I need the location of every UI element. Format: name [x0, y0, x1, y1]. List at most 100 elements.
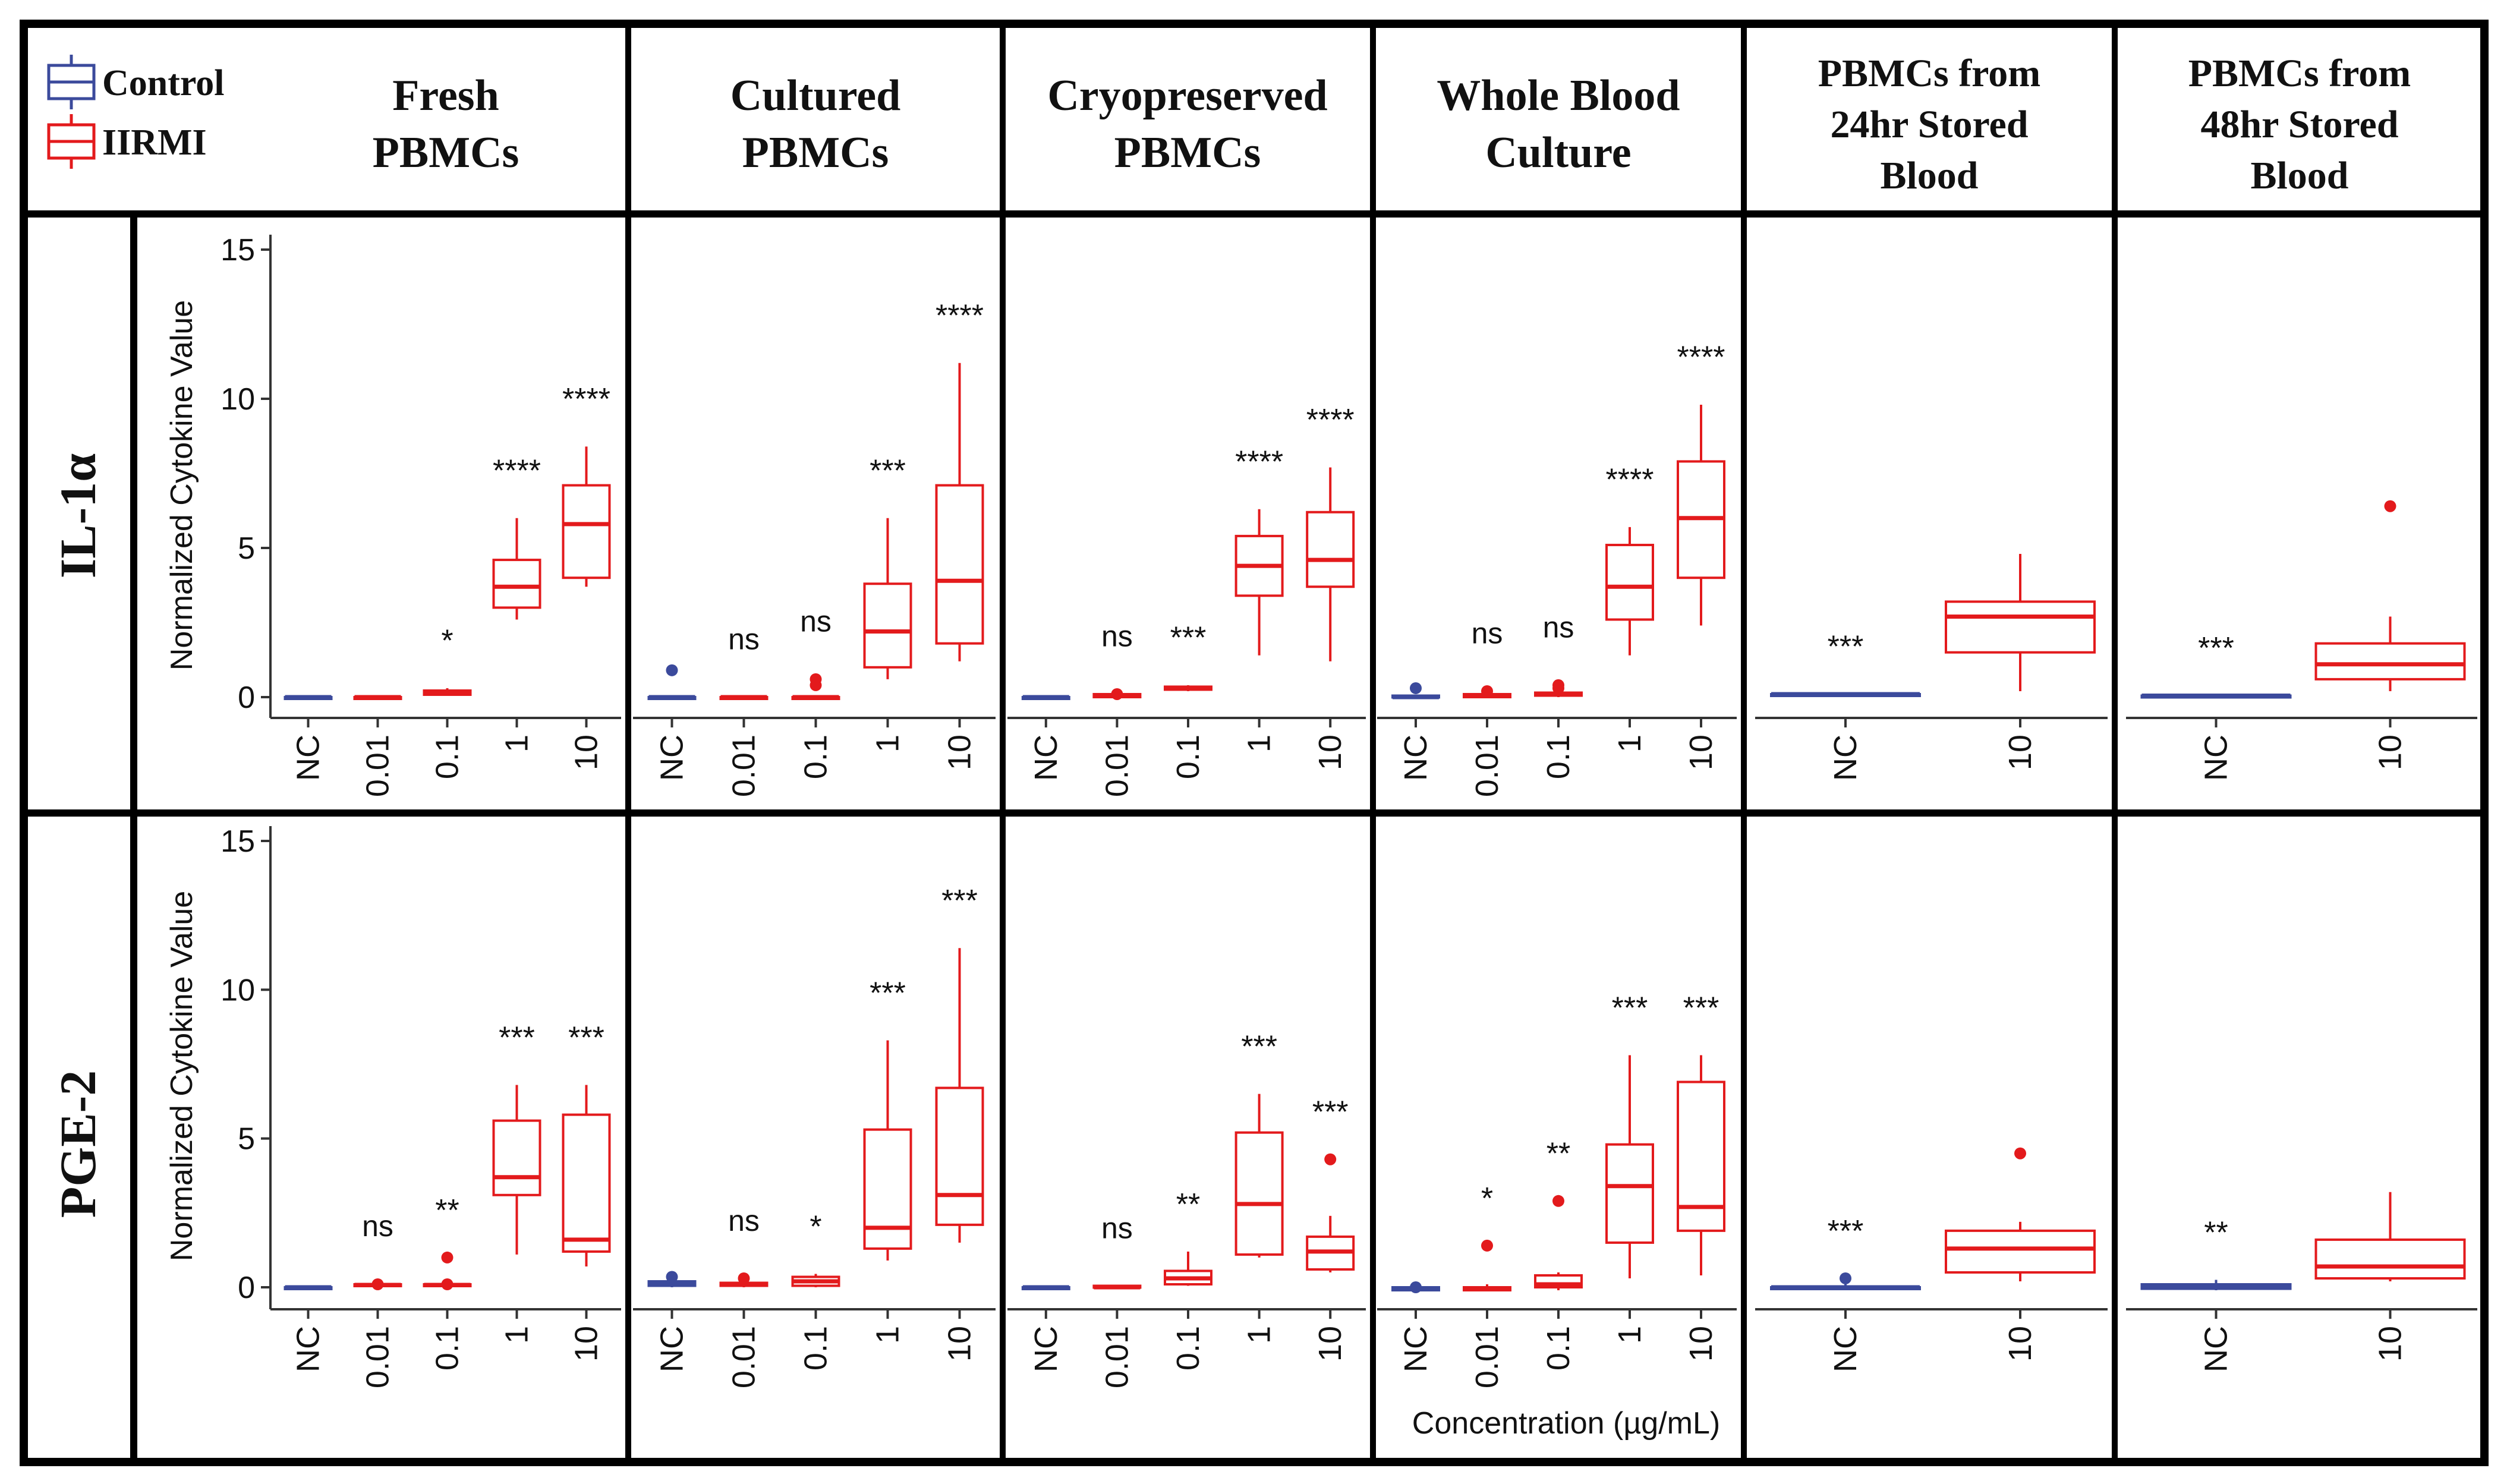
box	[1945, 554, 2096, 691]
box-body	[863, 582, 912, 669]
significance-label: ***	[870, 976, 906, 1010]
box-body	[1234, 1131, 1284, 1256]
box	[1534, 679, 1583, 697]
significance-label: ***	[1612, 991, 1648, 1025]
y-tick-label: 15	[221, 233, 255, 267]
significance-label: ***	[499, 1020, 535, 1055]
significance-label: ns	[362, 1209, 393, 1243]
x-tick-label: 10	[2373, 735, 2408, 770]
box	[1463, 1239, 1511, 1292]
outlier-point	[1410, 682, 1422, 694]
significance-label: **	[1176, 1187, 1200, 1222]
panel: NC 0.01 ns 0.1 * 1 *** 10 ***	[633, 884, 996, 1388]
significance-label: *	[810, 1209, 821, 1244]
box	[1164, 1251, 1212, 1286]
row-label: PGE-2	[49, 1070, 106, 1218]
x-tick-label: NC	[1828, 735, 1863, 781]
x-tick-label: 10	[569, 735, 604, 770]
significance-label: ***	[1241, 1029, 1277, 1064]
x-tick-label: NC	[1828, 1326, 1863, 1372]
box	[791, 1274, 840, 1287]
column-header-text: Blood	[1880, 154, 1978, 197]
x-tick-label: 1	[1612, 1326, 1648, 1344]
outlier-point	[666, 1271, 678, 1283]
x-tick-label: NC	[1398, 1326, 1434, 1372]
table-grid	[20, 20, 2489, 1466]
panel: NC 0.01 ns 0.1 ns 1 **** 10 ****	[1377, 341, 1737, 797]
significance-label: ***	[870, 453, 906, 488]
box	[863, 518, 912, 679]
x-tick-label: 0.1	[1170, 735, 1206, 779]
x-tick-label: 1	[1612, 735, 1648, 752]
x-tick-label: 10	[2002, 1326, 2038, 1362]
x-tick-label: 0.01	[1099, 1326, 1135, 1388]
box-body	[1605, 543, 1654, 621]
x-tick-label: 10	[569, 1326, 604, 1362]
x-tick-label: NC	[291, 735, 326, 781]
significance-label: ****	[1235, 445, 1283, 479]
box	[1234, 1094, 1284, 1258]
x-tick-label: 1	[1242, 1326, 1277, 1344]
x-tick-label: 0.01	[360, 1326, 396, 1388]
box-body	[562, 484, 611, 579]
column-header-text: Fresh	[392, 71, 499, 120]
box	[562, 446, 611, 587]
box-body	[2314, 1238, 2466, 1280]
box	[1092, 1284, 1142, 1290]
box	[1677, 1055, 1725, 1275]
panel: 0 5 10 15 Normalized Cytokine Value NC 0.01 ns 0…	[165, 824, 621, 1388]
outlier-point	[441, 1251, 453, 1264]
box	[562, 1085, 611, 1266]
x-tick-label: 0.1	[798, 735, 834, 779]
outlier-point	[810, 673, 822, 685]
significance-label: ***	[568, 1020, 604, 1055]
box	[423, 688, 472, 696]
box	[863, 1040, 912, 1261]
box-body	[1605, 1143, 1654, 1244]
x-tick-label: 1	[499, 1326, 535, 1344]
significance-label: ****	[562, 382, 610, 417]
outlier-point	[738, 1272, 750, 1284]
y-tick-label: 10	[221, 382, 255, 417]
box	[1021, 1285, 1070, 1290]
box-body	[863, 1128, 912, 1250]
significance-label: ***	[1170, 621, 1207, 656]
outlier-point	[1552, 1195, 1564, 1207]
column-header-text: PBMCs	[373, 128, 519, 177]
x-tick-label: 10	[1683, 735, 1719, 770]
x-tick-label: 0.01	[1469, 735, 1505, 797]
x-tick-label: 10	[1312, 1326, 1348, 1362]
outlier-point	[371, 1278, 384, 1290]
box	[353, 695, 402, 700]
significance-label: ***	[1828, 1214, 1864, 1249]
box	[1391, 1281, 1440, 1293]
significance-label: ***	[1683, 991, 1719, 1025]
significance-label: ns	[1472, 617, 1503, 650]
panel: 0 5 10 15 Normalized Cytokine Value NC 0.01 0.1…	[165, 233, 621, 797]
box-body	[1945, 600, 2096, 654]
box-body	[562, 1113, 611, 1253]
significance-label: ****	[493, 453, 541, 488]
outlier-point	[1481, 1239, 1493, 1252]
box	[492, 1085, 541, 1255]
box	[2140, 1280, 2292, 1291]
x-tick-label: 10	[2002, 735, 2038, 770]
box	[2314, 1192, 2466, 1281]
outlier-point	[666, 664, 678, 676]
x-tick-label: 0.1	[430, 1326, 465, 1370]
x-tick-label: NC	[1398, 735, 1434, 781]
significance-label: ***	[941, 884, 978, 918]
y-tick-label: 0	[238, 1271, 255, 1305]
x-tick-label: 0.1	[1170, 1326, 1206, 1370]
x-tick-label: 0.01	[360, 735, 396, 797]
box	[1391, 682, 1440, 700]
box	[2140, 693, 2292, 699]
row-labels: IL-1α PGE-2	[49, 453, 106, 1218]
significance-label: ns	[1101, 1211, 1133, 1244]
outlier-point	[1324, 1153, 1337, 1165]
column-header-text: Culture	[1485, 128, 1631, 177]
box	[719, 695, 769, 700]
box	[1605, 527, 1654, 656]
x-tick-label: 0.1	[430, 735, 465, 779]
